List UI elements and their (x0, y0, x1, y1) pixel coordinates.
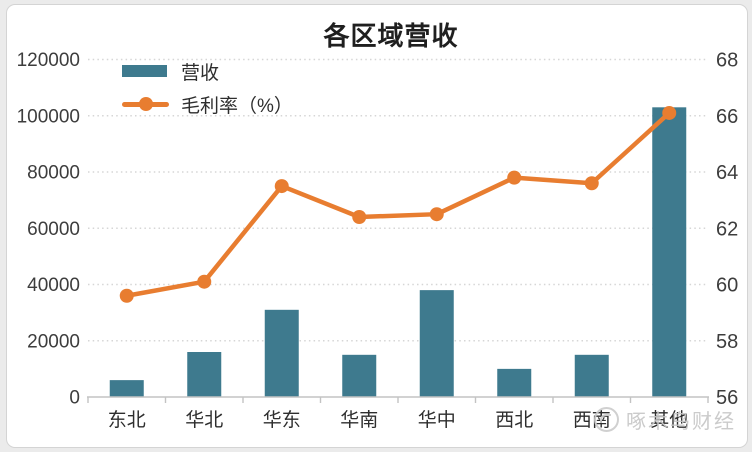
bar-西北 (497, 368, 532, 397)
watermark: 啄木鸟财经 (594, 405, 736, 434)
category-label-华东: 华东 (263, 409, 301, 431)
chart-frame (6, 4, 748, 448)
category-label-华南: 华南 (340, 409, 378, 431)
bar-华北 (187, 352, 222, 397)
bar-华中 (419, 290, 454, 397)
watermark-text: 啄木鸟财经 (626, 411, 736, 433)
legend-label-margin: 毛利率（%） (181, 95, 293, 117)
margin-line-series (124, 110, 672, 298)
category-label-西北: 西北 (495, 409, 533, 431)
left-axis-label: 20000 (27, 331, 80, 352)
line-marker-西北 (507, 170, 522, 185)
line-marker-其他 (662, 105, 677, 120)
margin-marker-icon (138, 97, 153, 111)
right-axis-label: 62 (716, 218, 738, 240)
right-axis-label: 68 (716, 50, 738, 72)
legend-item-revenue: 营收 (122, 60, 293, 84)
category-label-华北: 华北 (185, 409, 223, 431)
line-marker-西南 (584, 176, 599, 191)
legend: 营收 毛利率（%） (122, 60, 293, 126)
line-marker-华北 (197, 274, 212, 289)
bar-华东 (264, 309, 299, 397)
category-label-其他: 其他 (650, 409, 688, 431)
left-axis-label: 40000 (27, 275, 80, 296)
bar-西南 (574, 354, 609, 397)
legend-item-margin: 毛利率（%） (122, 93, 293, 117)
left-axis-label: 100000 (17, 106, 80, 127)
watermark-logo-icon (594, 407, 619, 432)
category-label-东北: 东北 (108, 409, 146, 431)
right-axis-label: 64 (716, 162, 738, 184)
right-axis-label: 58 (716, 331, 738, 353)
left-axis-label: 60000 (27, 219, 80, 240)
revenue-bar-swatch-icon (122, 65, 167, 77)
margin-line-icon (122, 97, 169, 111)
line-marker-华东 (274, 179, 289, 194)
bar-华南 (342, 354, 377, 397)
left-axis-label: 120000 (17, 50, 80, 71)
right-axis-label: 60 (716, 275, 738, 297)
bar-其他 (652, 107, 687, 397)
left-axis-label: 0 (69, 388, 80, 409)
legend-label-revenue: 营收 (181, 62, 220, 84)
line-marker-东北 (119, 288, 134, 303)
right-axis-label: 56 (716, 387, 738, 409)
left-axis-label: 80000 (27, 163, 80, 184)
chart-title: 各区域营收 (323, 21, 459, 51)
line-marker-华南 (352, 210, 367, 224)
right-axis-label: 66 (716, 106, 738, 128)
bar-东北 (109, 380, 144, 397)
category-label-华中: 华中 (418, 409, 456, 431)
line-marker-华中 (429, 207, 444, 222)
